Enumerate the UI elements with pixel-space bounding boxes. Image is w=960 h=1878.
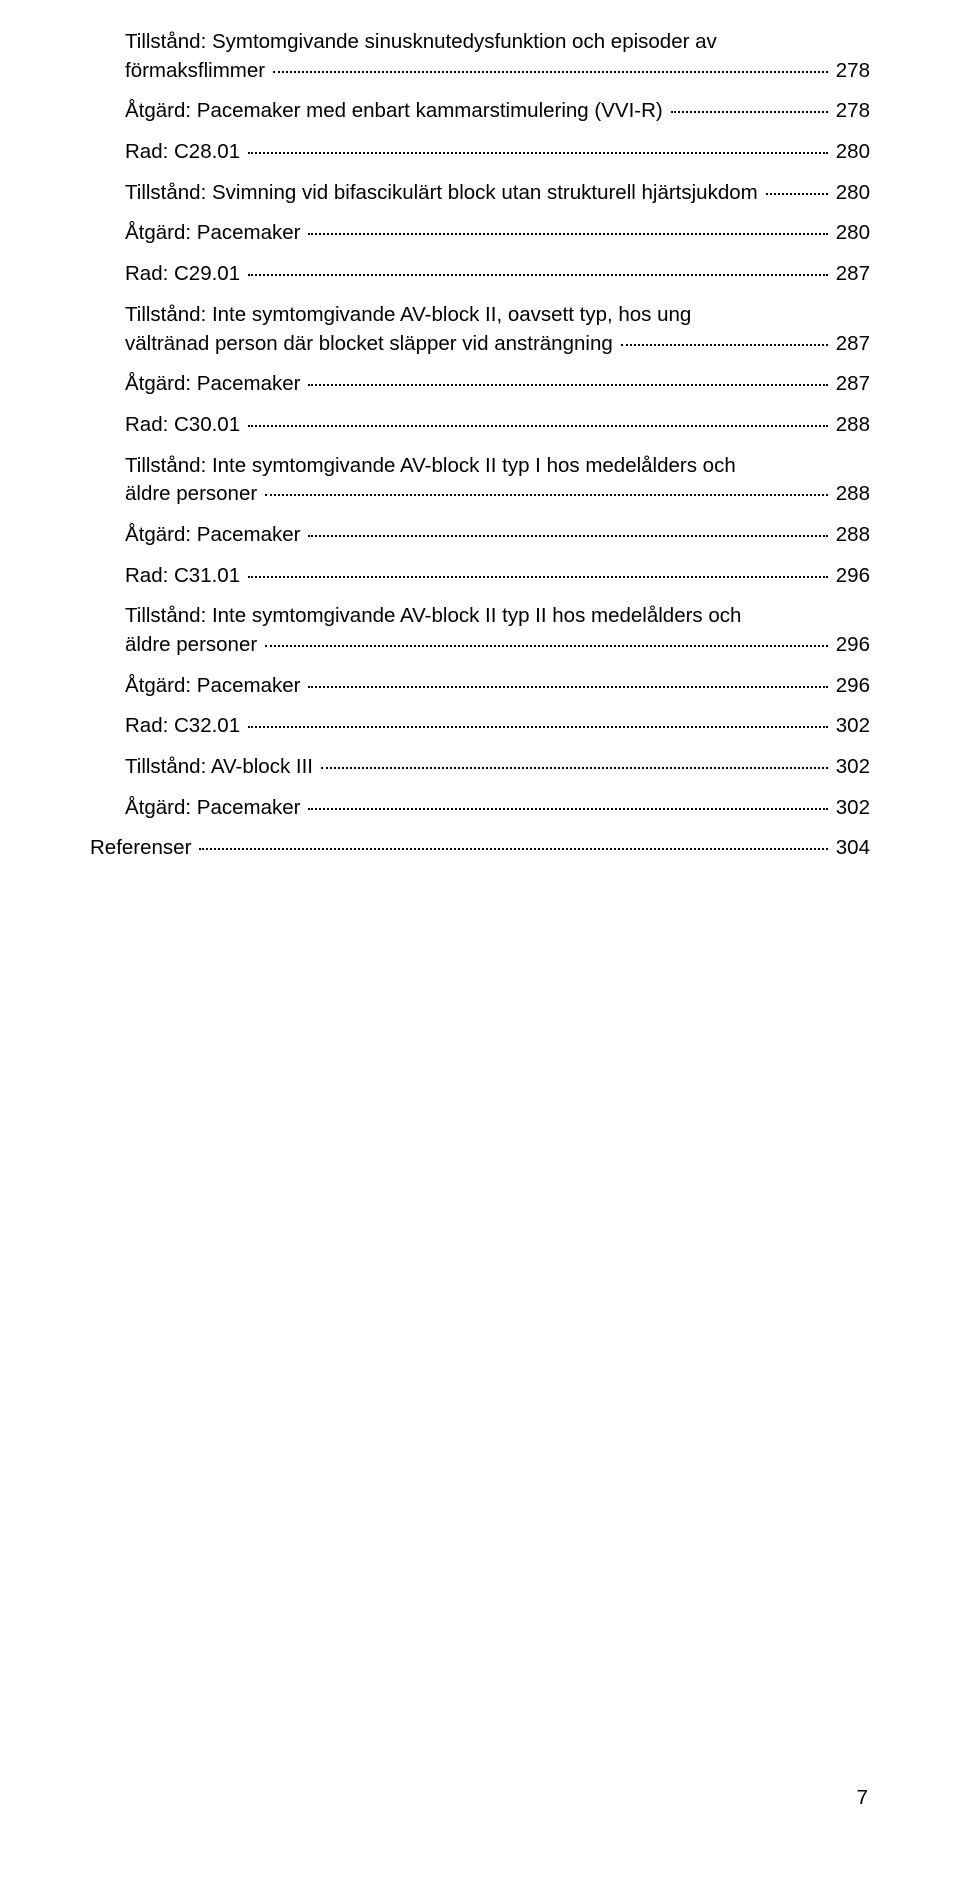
toc-page-number: 304 bbox=[836, 834, 870, 863]
toc-leader-dots bbox=[308, 384, 827, 386]
toc-entry: Åtgärd: Pacemaker 287 bbox=[125, 370, 870, 399]
toc-leader-dots bbox=[273, 71, 828, 73]
toc-entry: Åtgärd: Pacemaker 296 bbox=[125, 672, 870, 701]
toc-label: Åtgärd: Pacemaker bbox=[125, 521, 300, 550]
toc-page-number: 288 bbox=[836, 411, 870, 440]
toc-page-number: 280 bbox=[836, 179, 870, 208]
toc-leader-dots bbox=[248, 726, 828, 728]
toc-entry: Åtgärd: Pacemaker 302 bbox=[125, 794, 870, 823]
toc-leader-dots bbox=[321, 767, 828, 769]
toc-label: Åtgärd: Pacemaker med enbart kammarstimu… bbox=[125, 97, 663, 126]
toc-leader-dots bbox=[308, 233, 827, 235]
toc-page-number: 302 bbox=[836, 712, 870, 741]
toc-page-number: 288 bbox=[836, 480, 870, 509]
toc-label: Rad: C30.01 bbox=[125, 411, 240, 440]
toc-leader-dots bbox=[248, 274, 828, 276]
toc-leader-dots bbox=[248, 152, 828, 154]
toc-label: Rad: C32.01 bbox=[125, 712, 240, 741]
toc-entry: Rad: C32.01 302 bbox=[125, 712, 870, 741]
toc-entry: Tillstånd: AV-block III 302 bbox=[125, 753, 870, 782]
toc-entry: Rad: C31.01 296 bbox=[125, 562, 870, 591]
toc-leader-dots bbox=[265, 494, 828, 496]
toc-label: Åtgärd: Pacemaker bbox=[125, 794, 300, 823]
toc-label: Tillstånd: Inte symtomgivande AV-block I… bbox=[125, 452, 870, 481]
toc-page-number: 287 bbox=[836, 370, 870, 399]
toc-entry: Tillstånd: Svimning vid bifascikulärt bl… bbox=[125, 179, 870, 208]
toc-label: Tillstånd: AV-block III bbox=[125, 753, 313, 782]
toc-page-number: 278 bbox=[836, 97, 870, 126]
toc-label: Åtgärd: Pacemaker bbox=[125, 219, 300, 248]
toc-entry: Rad: C29.01 287 bbox=[125, 260, 870, 289]
toc-leader-dots bbox=[199, 848, 827, 850]
toc-page-number: 296 bbox=[836, 672, 870, 701]
toc-entry: Åtgärd: Pacemaker 288 bbox=[125, 521, 870, 550]
page-number: 7 bbox=[857, 1786, 868, 1810]
toc-page-number: 287 bbox=[836, 260, 870, 289]
toc-entry: Referenser 304 bbox=[90, 834, 870, 863]
toc-label: förmaksflimmer bbox=[125, 57, 265, 86]
toc-page-number: 288 bbox=[836, 521, 870, 550]
toc-page-number: 296 bbox=[836, 631, 870, 660]
toc-label: Åtgärd: Pacemaker bbox=[125, 370, 300, 399]
toc-page-number: 287 bbox=[836, 330, 870, 359]
toc-label: Tillstånd: Inte symtomgivande AV-block I… bbox=[125, 602, 870, 631]
toc-entry: Tillstånd: Inte symtomgivande AV-block I… bbox=[125, 602, 870, 659]
toc-page-number: 302 bbox=[836, 753, 870, 782]
toc-leader-dots bbox=[621, 344, 828, 346]
toc-entry: Rad: C28.01 280 bbox=[125, 138, 870, 167]
toc-label: Rad: C31.01 bbox=[125, 562, 240, 591]
toc-label: äldre personer bbox=[125, 631, 257, 660]
toc-leader-dots bbox=[766, 193, 828, 195]
toc-leader-dots bbox=[308, 535, 827, 537]
toc-label: Tillstånd: Inte symtomgivande AV-block I… bbox=[125, 301, 870, 330]
toc-page-number: 280 bbox=[836, 219, 870, 248]
toc-entry: Tillstånd: Symtomgivande sinusknutedysfu… bbox=[125, 28, 870, 85]
toc-label: Åtgärd: Pacemaker bbox=[125, 672, 300, 701]
toc-entry: Rad: C30.01 288 bbox=[125, 411, 870, 440]
toc-label: Tillstånd: Svimning vid bifascikulärt bl… bbox=[125, 179, 758, 208]
toc-leader-dots bbox=[308, 808, 827, 810]
toc-leader-dots bbox=[248, 576, 828, 578]
toc-label: Tillstånd: Symtomgivande sinusknutedysfu… bbox=[125, 28, 870, 57]
toc-page-number: 302 bbox=[836, 794, 870, 823]
toc-entry: Åtgärd: Pacemaker med enbart kammarstimu… bbox=[125, 97, 870, 126]
toc-leader-dots bbox=[265, 645, 828, 647]
toc-entry: Tillstånd: Inte symtomgivande AV-block I… bbox=[125, 452, 870, 509]
toc-label: vältränad person där blocket släpper vid… bbox=[125, 330, 613, 359]
toc-label: äldre personer bbox=[125, 480, 257, 509]
toc-leader-dots bbox=[248, 425, 828, 427]
toc-label: Rad: C28.01 bbox=[125, 138, 240, 167]
toc-entry: Åtgärd: Pacemaker 280 bbox=[125, 219, 870, 248]
toc-leader-dots bbox=[308, 686, 827, 688]
toc-label: Rad: C29.01 bbox=[125, 260, 240, 289]
toc-page-number: 278 bbox=[836, 57, 870, 86]
toc-entry: Tillstånd: Inte symtomgivande AV-block I… bbox=[125, 301, 870, 358]
toc-label: Referenser bbox=[90, 834, 191, 863]
toc-page-number: 280 bbox=[836, 138, 870, 167]
toc-leader-dots bbox=[671, 111, 828, 113]
toc-page-number: 296 bbox=[836, 562, 870, 591]
